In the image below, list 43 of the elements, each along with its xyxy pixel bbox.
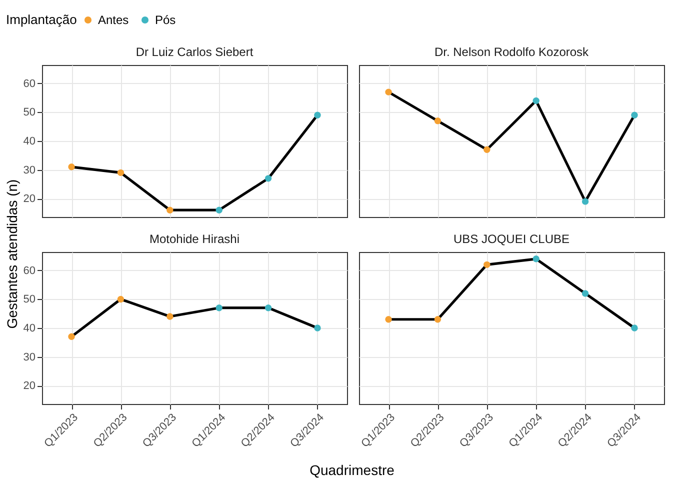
point (582, 198, 589, 205)
y-tick-label: 20 (23, 193, 36, 206)
point (532, 256, 540, 262)
point (582, 290, 589, 297)
legend-label: Antes (98, 13, 129, 27)
x-axis-title: Quadrimestre (310, 462, 395, 478)
point (216, 304, 222, 312)
legend-label: Pós (155, 13, 176, 27)
point (166, 206, 174, 214)
y-tick-label: 50 (23, 294, 36, 306)
point (117, 296, 124, 303)
point (484, 261, 490, 268)
y-tick-label: 40 (23, 322, 36, 334)
chart-title: Dr Luiz Carlos Siebert (136, 45, 254, 59)
y-tick-label: 40 (23, 136, 36, 148)
y-tick-label: 30 (23, 164, 36, 176)
point (434, 118, 442, 124)
point (264, 175, 272, 182)
point (216, 206, 222, 214)
legend-title: Implantação (6, 12, 77, 27)
point (385, 316, 392, 323)
point (68, 164, 75, 170)
point (631, 324, 638, 332)
point (314, 324, 321, 332)
y-axis-title: Gestantes atendidas (n) (4, 179, 20, 329)
y-tick-label: 50 (23, 106, 36, 119)
chart-title: Motohide Hirashi (149, 232, 240, 246)
chart-title: UBS JOQUEI CLUBE (453, 232, 570, 246)
point (166, 313, 174, 320)
y-tick-label: 20 (23, 380, 36, 392)
chart-title: Dr. Nelson Rodolfo Kozorosk (434, 45, 590, 59)
y-tick-label: 60 (23, 78, 36, 90)
point (631, 112, 638, 118)
y-tick-label: 30 (23, 351, 36, 364)
point (264, 304, 272, 312)
point (385, 88, 392, 96)
point (314, 112, 321, 118)
point (532, 97, 540, 104)
point (68, 333, 75, 340)
point (117, 169, 124, 176)
y-tick-label: 60 (23, 264, 36, 277)
point (434, 316, 442, 323)
point (484, 146, 490, 153)
